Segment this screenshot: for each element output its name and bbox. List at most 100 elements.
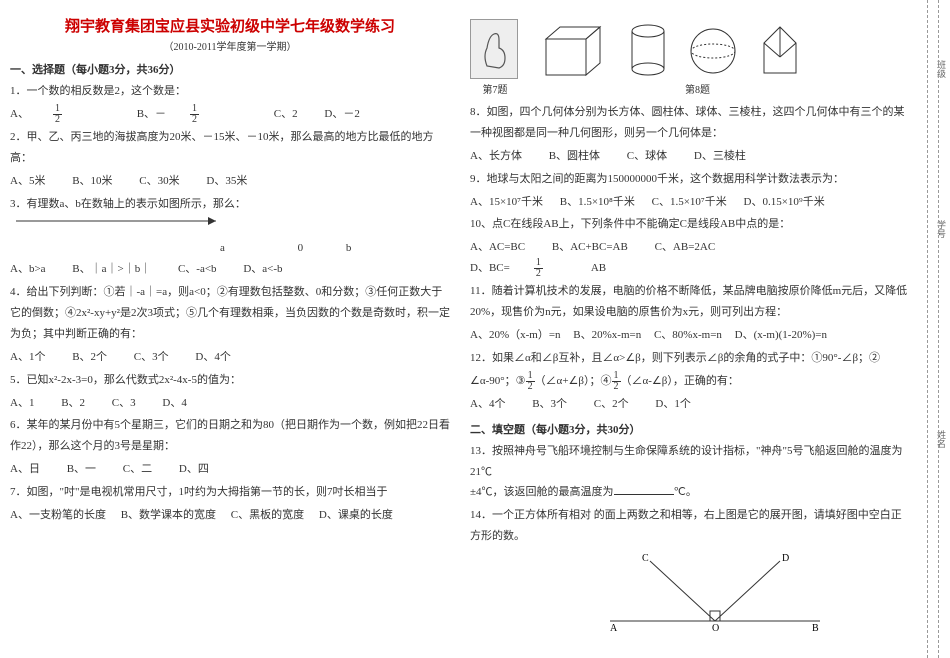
fraction-half-icon: 12 — [190, 104, 223, 125]
q12-opt-d: D、1个 — [655, 394, 690, 415]
question-10: 10、点C在线段AB上，下列条件中不能确定C是线段AB中点的是： — [470, 214, 910, 235]
q8-opt-a: A、长方体 — [470, 146, 522, 167]
q12-opt-b: B、3个 — [532, 394, 567, 415]
question-4: 4．给出下列判断：①若｜-a｜=a，则a<0；②有理数包括整数、0和分数；③任何… — [10, 282, 450, 345]
question-2-options: A、5米 B、10米 C、30米 D、35米 — [10, 171, 450, 192]
fraction-half-icon: 12 — [612, 371, 621, 392]
page-subtitle: （2010-2011学年度第一学期） — [10, 38, 450, 53]
thumb-figure-icon — [470, 19, 518, 79]
cylinder-icon — [628, 23, 668, 79]
diag-label-a: A — [610, 623, 618, 631]
left-column: 翔宇教育集团宝应县实验初级中学七年级数学练习 （2010-2011学年度第一学期… — [10, 15, 450, 634]
page-title: 翔宇教育集团宝应县实验初级中学七年级数学练习 — [10, 15, 450, 36]
q1-opt-a: A、12 — [10, 104, 110, 125]
margin-label-class: 班级 — [935, 60, 948, 78]
fill-blank — [614, 494, 674, 495]
q9-opt-a: A、15×10⁷千米 — [470, 192, 543, 213]
q2-opt-d: D、35米 — [206, 171, 247, 192]
q7-opt-d: D、课桌的长度 — [319, 505, 393, 526]
q5-opt-c: C、3 — [112, 393, 136, 414]
question-3: 3．有理数a、b在数轴上的表示如图所示，那么： — [10, 194, 450, 237]
q10-opt-d: D、BC=12AB — [470, 258, 630, 279]
q5-opt-d: D、4 — [162, 393, 186, 414]
q11-opt-d: D、(x-m)(1-20%)=n — [735, 325, 827, 346]
margin-label-name: 姓名 — [935, 430, 948, 448]
worksheet-page: 翔宇教育集团宝应县实验初级中学七年级数学练习 （2010-2011学年度第一学期… — [0, 0, 950, 649]
fraction-half-icon: 12 — [526, 371, 535, 392]
section-2-heading: 二、填空题（每小题3分，共30分） — [470, 421, 910, 437]
fraction-half-icon: 12 — [534, 258, 567, 279]
diag-label-c: C — [642, 553, 649, 564]
q12-opt-c: C、2个 — [594, 394, 629, 415]
caption-7: 第7题 — [470, 81, 520, 96]
q8-opt-d: D、三棱柱 — [694, 146, 746, 167]
figure-captions: 第7题 第8题 — [470, 81, 910, 96]
q1-opt-c: C、2 — [274, 104, 298, 125]
q10-opt-c: C、AB=2AC — [655, 237, 716, 258]
q6-opt-d: D、四 — [179, 459, 209, 480]
question-1: 1．一个数的相反数是2，这个数是： — [10, 81, 450, 102]
question-9-options: A、15×10⁷千米 B、1.5×10⁸千米 C、1.5×10⁷千米 D、0.1… — [470, 192, 910, 213]
q12-opt-a: A、4个 — [470, 394, 505, 415]
q9-opt-d: D、0.15×10⁹千米 — [744, 192, 825, 213]
section-1-heading: 一、选择题（每小题3分，共36分） — [10, 61, 450, 77]
question-5: 5．已知x²-2x-3=0，那么代数式2x²-4x-5的值为： — [10, 370, 450, 391]
axis-label-b: b — [346, 238, 352, 259]
question-10-options: A、AC=BC B、AC+BC=AB C、AB=2AC D、BC=12AB — [470, 237, 910, 279]
q9-opt-c: C、1.5×10⁷千米 — [652, 192, 727, 213]
question-12-line2: ∠α-90°；③12（∠α+∠β）；④12（∠α-∠β），正确的有： — [470, 371, 910, 392]
q11-opt-a: A、20%（x-m）=n — [470, 325, 561, 346]
binding-margin: 班级 学号 姓名 — [927, 0, 950, 658]
question-5-options: A、1 B、2 C、3 D、4 — [10, 393, 450, 414]
q3-opt-a: A、b>a — [10, 259, 46, 280]
q7-opt-b: B、数学课本的宽度 — [121, 505, 216, 526]
q11-opt-c: C、80%x-m=n — [654, 325, 722, 346]
q8-opt-c: C、球体 — [627, 146, 667, 167]
question-3-options: A、b>a B、｜a｜>｜b｜ C、-a<b D、a<-b — [10, 259, 450, 280]
question-8-options: A、长方体 B、圆柱体 C、球体 D、三棱柱 — [470, 146, 910, 167]
diag-label-d: D — [782, 553, 789, 564]
question-1-options: A、12 B、－12 C、2 D、－2 — [10, 104, 450, 125]
q5-opt-b: B、2 — [61, 393, 85, 414]
diag-label-b: B — [812, 623, 819, 631]
q1-opt-b: B、－12 — [137, 104, 247, 125]
q2-opt-c: C、30米 — [139, 171, 179, 192]
figure-row — [470, 19, 910, 79]
question-4-options: A、1个 B、2个 C、3个 D、4个 — [10, 347, 450, 368]
question-12-options: A、4个 B、3个 C、2个 D、1个 — [470, 394, 910, 415]
q4-opt-b: B、2个 — [72, 347, 107, 368]
sphere-icon — [688, 23, 738, 79]
question-7: 7．如图，"吋"是电视机常用尺寸，1吋约为大拇指第一节的长，则7吋长相当于 — [10, 482, 450, 503]
q2-opt-b: B、10米 — [72, 171, 112, 192]
prism-icon — [758, 23, 802, 79]
q6-opt-a: A、日 — [10, 459, 40, 480]
angle-diagram: A O B C D — [610, 551, 910, 634]
question-6-options: A、日 B、一 C、二 D、四 — [10, 459, 450, 480]
q8-opt-b: B、圆柱体 — [549, 146, 600, 167]
number-line-labels: a 0 b — [220, 238, 450, 259]
q3-opt-b: B、｜a｜>｜b｜ — [72, 259, 151, 280]
q4-opt-d: D、4个 — [195, 347, 230, 368]
q6-opt-b: B、一 — [67, 459, 96, 480]
q10-opt-b: B、AC+BC=AB — [552, 237, 628, 258]
q2-opt-a: A、5米 — [10, 171, 45, 192]
q4-opt-a: A、1个 — [10, 347, 45, 368]
fraction-half-icon: 12 — [53, 104, 86, 125]
q5-opt-a: A、1 — [10, 393, 34, 414]
q4-opt-c: C、3个 — [134, 347, 169, 368]
q9-opt-b: B、1.5×10⁸千米 — [560, 192, 635, 213]
question-6: 6．某年的某月份中有5个星期三，它们的日期之和为80（把日期作为一个数，例如把2… — [10, 415, 450, 457]
axis-label-0: 0 — [298, 238, 304, 259]
q7-opt-a: A、一支粉笔的长度 — [10, 505, 106, 526]
cuboid-icon — [538, 23, 608, 79]
axis-label-a: a — [220, 238, 225, 259]
q3-opt-c: C、-a<b — [178, 259, 217, 280]
diag-label-o: O — [712, 623, 719, 631]
q11-opt-b: B、20%x-m=n — [573, 325, 641, 346]
q10-opt-a: A、AC=BC — [470, 237, 525, 258]
number-line-icon — [16, 214, 226, 236]
caption-8: 第8题 — [685, 85, 710, 96]
question-9: 9．地球与太阳之间的距离为150000000千米，这个数据用科学计数法表示为： — [470, 169, 910, 190]
q6-opt-c: C、二 — [123, 459, 152, 480]
margin-label-id: 学号 — [935, 220, 948, 238]
